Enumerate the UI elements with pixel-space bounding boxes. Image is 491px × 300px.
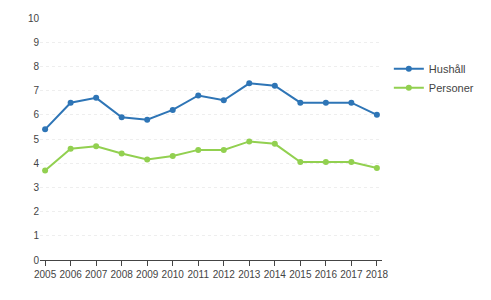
svg-text:2006: 2006 bbox=[60, 269, 83, 280]
svg-text:6: 6 bbox=[33, 109, 39, 120]
svg-text:5: 5 bbox=[33, 134, 39, 145]
svg-text:2011: 2011 bbox=[187, 269, 209, 280]
svg-text:2009: 2009 bbox=[136, 269, 159, 280]
svg-text:2017: 2017 bbox=[340, 269, 363, 280]
svg-text:0: 0 bbox=[33, 255, 39, 266]
svg-text:2013: 2013 bbox=[238, 269, 261, 280]
svg-text:Hushåll: Hushåll bbox=[429, 63, 466, 75]
svg-text:2016: 2016 bbox=[315, 269, 338, 280]
svg-text:2008: 2008 bbox=[111, 269, 134, 280]
svg-text:2007: 2007 bbox=[85, 269, 108, 280]
svg-text:2012: 2012 bbox=[213, 269, 236, 280]
svg-text:8: 8 bbox=[33, 61, 39, 72]
svg-text:7: 7 bbox=[33, 85, 39, 96]
svg-text:Personer: Personer bbox=[429, 82, 474, 94]
svg-text:9: 9 bbox=[33, 37, 39, 48]
svg-text:4: 4 bbox=[33, 158, 39, 169]
svg-text:1: 1 bbox=[33, 230, 39, 241]
svg-text:2015: 2015 bbox=[289, 269, 312, 280]
svg-text:3: 3 bbox=[33, 182, 39, 193]
svg-text:2: 2 bbox=[33, 206, 39, 217]
svg-text:10: 10 bbox=[28, 13, 40, 24]
svg-text:2010: 2010 bbox=[162, 269, 185, 280]
svg-text:2014: 2014 bbox=[264, 269, 287, 280]
svg-text:2018: 2018 bbox=[366, 269, 389, 280]
svg-text:2005: 2005 bbox=[34, 269, 57, 280]
